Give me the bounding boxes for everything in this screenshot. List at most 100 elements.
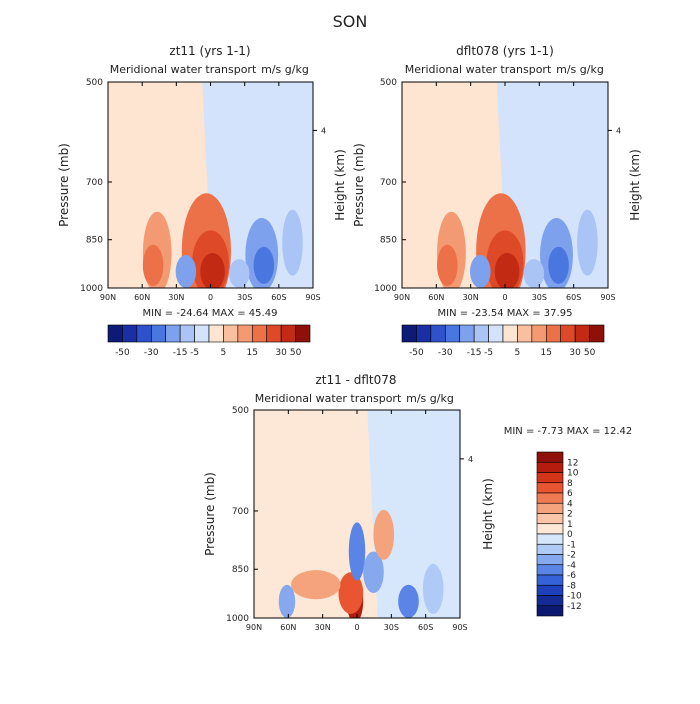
colorbar-label: 1 (567, 520, 573, 530)
y-tick-label: 500 (86, 78, 103, 88)
colorbar-swatch (536, 543, 564, 555)
colorbar-label: 50 (290, 348, 302, 358)
colorbar-label: 4 (567, 499, 573, 509)
colorbar-swatch (266, 324, 282, 343)
contour-region (494, 252, 520, 288)
y-tick-label: 500 (380, 78, 397, 88)
y-axis-label: Pressure (mb) (57, 143, 71, 227)
y-tick-label: 1000 (80, 284, 103, 294)
y-tick-label: 1000 (226, 614, 249, 624)
panel-dflt078: dflt078 (yrs 1-1) Meridional water trans… (352, 44, 642, 358)
plot-area (254, 410, 460, 618)
right-tick-label: 4 (468, 455, 473, 464)
colorbar-swatch (416, 324, 432, 343)
panel-units: m/s g/kg (406, 392, 454, 405)
colorbar-label: -10 (567, 592, 582, 602)
x-tick-label: 30S (532, 293, 547, 302)
colorbar-swatch (107, 324, 123, 343)
x-tick-label: 30S (384, 623, 399, 632)
colorbar-label: 30 (569, 348, 581, 358)
colorbar-label: -6 (567, 571, 576, 581)
right-tick-label: 4 (616, 126, 621, 135)
x-tick-label: 90S (452, 623, 467, 632)
colorbar-label: -5 (190, 348, 199, 358)
colorbar-label: -50 (115, 348, 130, 358)
contour-region (142, 244, 164, 286)
colorbar-label: -50 (409, 348, 424, 358)
colorbar-swatch (536, 451, 564, 463)
panel-zt11: zt11 (yrs 1-1) Meridional water transpor… (57, 44, 347, 358)
panel-subtitle: Meridional water transport (255, 392, 402, 405)
stats-label: MIN = -7.73 MAX = 12.42 (504, 426, 633, 437)
plot-area (402, 82, 608, 288)
colorbar-label: 6 (567, 489, 573, 499)
stats-label: MIN = -24.64 MAX = 45.49 (143, 308, 278, 319)
contour-region (469, 255, 491, 288)
colorbar-label: 30 (275, 348, 287, 358)
colorbar-swatch (295, 324, 311, 343)
panel-subtitle: Meridional water transport (110, 63, 257, 76)
colorbar-label: -1 (567, 540, 576, 550)
x-tick-label: 30S (237, 293, 252, 302)
colorbar-label: -30 (144, 348, 159, 358)
colorbar-label: -5 (484, 348, 493, 358)
panel-units: m/s g/kg (556, 63, 604, 76)
colorbar-label: -15 (173, 348, 188, 358)
x-tick-label: 60S (271, 293, 286, 302)
y-tick-label: 850 (380, 236, 397, 246)
colorbar-swatch (165, 324, 181, 343)
x-tick-label: 0 (354, 623, 359, 632)
y-tick-label: 500 (232, 406, 249, 416)
colorbar-swatch (536, 492, 564, 504)
colorbar-swatch (545, 324, 562, 343)
colorbar-label: 15 (541, 348, 552, 358)
panel-subtitle: Meridional water transport (405, 63, 552, 76)
colorbar-swatch (237, 324, 253, 343)
x-tick-label: 90N (246, 623, 262, 632)
colorbar-swatch (589, 324, 605, 343)
colorbar-label: 50 (584, 348, 596, 358)
colorbar-swatch (560, 324, 576, 343)
contour-region (348, 522, 366, 581)
contour-region (398, 584, 419, 618)
right-axis-label: Height (km) (481, 478, 495, 549)
colorbar-label: 5 (221, 348, 227, 358)
panel-title: dflt078 (yrs 1-1) (456, 44, 554, 58)
colorbar-swatch (459, 324, 475, 343)
panel-title: zt11 - dflt078 (315, 373, 396, 387)
x-tick-label: 60S (566, 293, 581, 302)
colorbar-swatch (536, 482, 564, 494)
y-tick-label: 850 (86, 236, 103, 246)
colorbar-swatch (223, 324, 239, 343)
y-tick-label: 700 (380, 178, 397, 188)
panel-difference: zt11 - dflt078 Meridional water transpor… (203, 373, 632, 632)
x-tick-label: 0 (208, 293, 213, 302)
panel-units: m/s g/kg (261, 63, 309, 76)
x-tick-label: 90N (100, 293, 116, 302)
colorbar-label: -4 (567, 561, 576, 571)
plot-area (108, 82, 313, 288)
contour-region (437, 244, 458, 286)
right-axis-label: Height (km) (628, 149, 642, 220)
colorbar-swatch (536, 523, 564, 535)
colorbar-swatch (444, 324, 461, 343)
x-tick-label: 0 (502, 293, 507, 302)
colorbar-swatch (536, 574, 564, 586)
colorbar-swatch (536, 513, 564, 525)
colorbar-swatch (473, 324, 489, 343)
colorbar-swatch (280, 324, 296, 343)
contour-region (291, 570, 341, 600)
colorbar-label: -2 (567, 551, 576, 561)
colorbar-swatch (536, 472, 564, 484)
x-tick-label: 60S (418, 623, 433, 632)
colorbar-swatch (430, 324, 446, 343)
colorbar-swatch (574, 324, 590, 343)
x-tick-label: 60N (134, 293, 150, 302)
colorbar-swatch (136, 324, 152, 343)
colorbar-label: 2 (567, 510, 573, 520)
colorbar-label: -12 (567, 602, 582, 612)
colorbar-swatch (536, 554, 564, 566)
y-tick-label: 850 (232, 565, 249, 575)
page-title: SON (333, 12, 368, 31)
